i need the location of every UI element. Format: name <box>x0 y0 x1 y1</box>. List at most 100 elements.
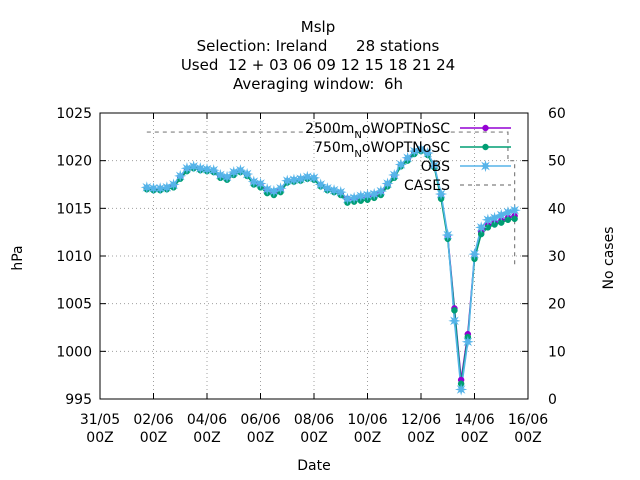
y2-tick-label: 40 <box>548 201 566 217</box>
series-2-point <box>334 186 347 199</box>
series-2-point <box>247 175 260 188</box>
series-2-point <box>167 178 180 191</box>
series-line-3 <box>146 131 516 266</box>
series-line-1 <box>146 150 515 384</box>
series-2-point <box>174 169 187 183</box>
series-2-point <box>441 228 454 242</box>
series-2-point <box>241 167 254 181</box>
legend-marker <box>482 143 489 151</box>
series-2-point <box>421 146 434 160</box>
series-2-point <box>254 177 267 190</box>
x-tick-label: 08/06 <box>294 412 334 428</box>
series-2-point <box>214 168 227 182</box>
x-tick-label: 00Z <box>300 430 327 446</box>
y2-tick-label: 0 <box>548 392 557 408</box>
series-2-point <box>361 188 374 202</box>
y-tick-label: 995 <box>65 392 92 408</box>
series-2-point <box>294 172 307 185</box>
y2-axis-label: No cases <box>601 227 617 290</box>
series-2-point <box>314 178 327 191</box>
series-2-point <box>227 166 240 179</box>
x-tick-label: 06/06 <box>240 412 280 428</box>
series-2-point <box>307 171 321 184</box>
series-2-point <box>281 174 294 187</box>
series-2-point <box>147 182 160 195</box>
chart-title: Mslp <box>301 18 335 36</box>
chart-subtitle-2: Used 12 + 03 06 09 12 15 18 21 24 <box>181 56 455 74</box>
y-tick-label: 1000 <box>56 344 92 360</box>
legend-label: OBS <box>421 159 450 175</box>
series-2-point <box>475 221 488 234</box>
series-1-point <box>451 307 458 314</box>
legend-label: 750mNoWOPTNoSC <box>314 140 450 160</box>
legend-marker <box>479 159 492 173</box>
series-1-point <box>511 215 518 223</box>
x-tick-label: 00Z <box>140 430 167 446</box>
y-tick-label: 1005 <box>56 297 92 313</box>
series-2-point <box>495 208 508 222</box>
legend-label: 2500mNoWOPTNoSC <box>305 121 450 141</box>
series-2-point <box>207 164 220 177</box>
series-2-point <box>394 158 408 171</box>
x-tick-label: 14/06 <box>454 412 494 428</box>
series-2-point <box>448 314 461 327</box>
series-2-point <box>428 159 441 172</box>
series-2-point <box>461 335 474 348</box>
series-2-point <box>354 189 367 203</box>
series-2-point <box>274 182 287 195</box>
series-2-point <box>154 182 167 195</box>
y-tick-label: 1015 <box>56 201 92 217</box>
series-2-point <box>140 181 153 194</box>
y-tick-label: 1010 <box>56 249 92 265</box>
series-2-point <box>468 247 481 261</box>
x-axis-label: Date <box>297 458 330 474</box>
x-tick-label: 16/06 <box>508 412 548 428</box>
x-tick-label: 00Z <box>86 430 113 446</box>
chart-subtitle-1: Selection: Ireland 28 stations <box>197 37 440 55</box>
series-2-point <box>401 151 414 164</box>
series-2-point <box>374 185 387 198</box>
legend-marker <box>482 124 489 132</box>
y-tick-label: 1025 <box>56 106 92 122</box>
y-axis-label: hPa <box>10 245 26 270</box>
series-2-point <box>261 183 274 196</box>
series-2-point <box>455 383 468 396</box>
x-tick-label: 00Z <box>354 430 381 446</box>
series-2-point <box>414 143 428 156</box>
x-tick-label: 31/05 <box>80 412 120 428</box>
chart-subtitle-3: Averaging window: 6h <box>233 75 403 93</box>
x-tick-label: 10/06 <box>347 412 387 428</box>
series-2-point <box>160 181 173 194</box>
y2-tick-label: 60 <box>548 106 566 122</box>
series-2-point <box>180 162 194 175</box>
series-2-point <box>327 184 341 197</box>
x-tick-label: 00Z <box>247 430 274 446</box>
y2-tick-label: 50 <box>548 154 566 170</box>
y-tick-label: 1020 <box>56 154 92 170</box>
series-2-point <box>434 187 448 201</box>
series-2-point <box>321 182 334 195</box>
series-2-point <box>287 173 301 186</box>
series-2-point <box>194 162 207 175</box>
series-2-point <box>488 211 501 224</box>
series-2-point <box>220 170 234 183</box>
legend-label: CASES <box>404 178 450 194</box>
y2-tick-label: 30 <box>548 249 566 265</box>
series-2-point <box>234 164 247 177</box>
series-2-point <box>381 177 394 190</box>
series-2-point <box>348 191 361 204</box>
x-tick-label: 00Z <box>461 430 488 446</box>
x-tick-label: 00Z <box>514 430 541 446</box>
y2-tick-label: 10 <box>548 344 566 360</box>
x-tick-label: 12/06 <box>401 412 441 428</box>
x-tick-label: 00Z <box>193 430 220 446</box>
y2-tick-label: 20 <box>548 297 566 313</box>
series-2-point <box>388 168 401 182</box>
series-2-point <box>481 213 494 226</box>
series-2-point <box>301 170 314 183</box>
series-2-point <box>200 163 214 176</box>
series-2-point <box>501 206 515 219</box>
x-tick-label: 04/06 <box>187 412 227 428</box>
series-2-point <box>187 160 200 173</box>
